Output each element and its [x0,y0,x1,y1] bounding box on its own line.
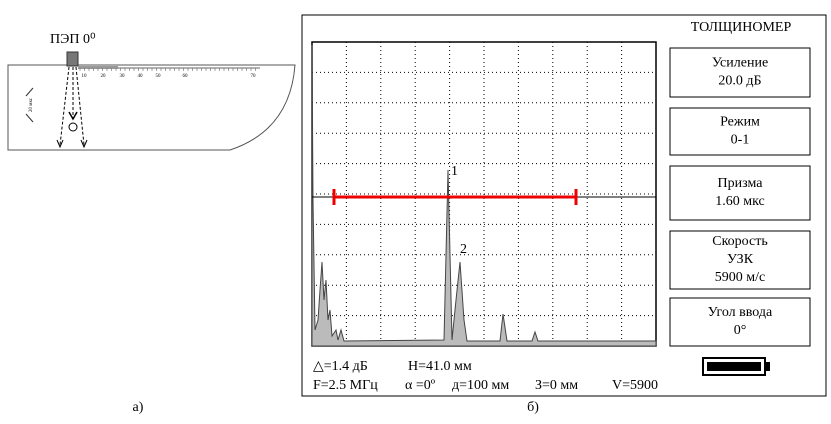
menu-text: 0-1 [731,133,750,148]
menu-text: 20.0 дБ [718,74,761,89]
menu-text: 1.60 мкс [715,194,765,209]
battery-level [707,362,761,371]
ruler-label: 10 [82,74,88,79]
beam-line [59,66,70,146]
peak-label: 2 [460,242,467,257]
ruler-label: 40 [138,74,144,79]
arrow [56,139,88,149]
ruler-label: 30 [120,74,126,79]
ruler-ticks: 10 20 30 40 50 60 70 [79,68,257,79]
menu-text: Угол ввода [708,305,773,320]
probe [66,51,79,67]
status: V=5900 [612,378,658,393]
battery-tip [765,362,770,371]
waveform [311,44,657,347]
ruler-label: 70 [251,74,257,79]
grid [312,42,656,346]
status: д=100 мм [452,378,509,393]
status: З=0 мм [535,378,578,393]
ruler-label: 20 [101,74,107,79]
menu-item [669,297,811,347]
chevron [25,87,34,123]
menu-text: Скорость [712,234,768,249]
test-block [7,64,296,151]
menu-item [669,230,811,290]
menu-text: Усиление [712,56,768,71]
ruler-label: 50 [156,74,162,79]
ruler-label: 60 [183,74,189,79]
status: α =0º [405,378,436,393]
right-diagram: 1 2 ТОЛЩИНОМЕР Усиление 20.0 дБ Режим 0-1 Пр… [301,14,827,415]
menu-item [669,165,811,221]
menu-title: ТОЛЩИНОМЕР [691,20,792,35]
peak-label: 1 [451,164,458,179]
caption: а) [133,400,144,415]
menu-text: 5900 м/с [715,270,765,285]
status: F=2.5 МГц [313,378,378,393]
beam-line [75,66,85,146]
menu-item [669,47,811,98]
menu-item [669,107,811,156]
menu-text: 0° [734,323,747,338]
left-diagram: 10 20 30 40 50 60 70 20 мкс ПЭП 0⁰ а) [7,32,296,415]
status: H=41.0 мм [408,359,472,374]
menu-text: УЗК [727,252,754,267]
caption: б) [527,400,539,415]
time-label: 20 мкс [29,97,34,112]
menu: Усиление 20.0 дБ Режим 0-1 Призма 1.60 мкс Ско… [669,47,811,347]
status: △=1.4 дБ [313,359,368,374]
ruler-mark [78,66,118,69]
menu-text: Призма [718,176,764,191]
menu-text: Режим [720,115,760,130]
probe-label: ПЭП 0⁰ [50,32,96,47]
reflector [68,122,78,132]
arrow [68,111,78,121]
